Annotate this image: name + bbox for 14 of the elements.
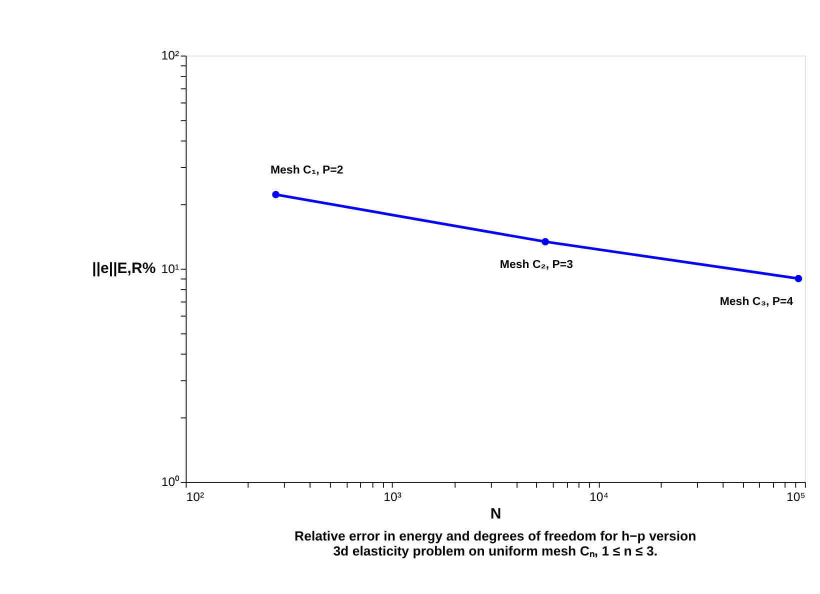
annotation: Mesh C₂, P=3 <box>500 259 573 272</box>
y-tick-label: 10¹ <box>161 262 180 276</box>
x-tick-label: 10³ <box>384 490 402 504</box>
annotation: Mesh C₃, P=4 <box>720 296 794 308</box>
y-tick-label: 10⁰ <box>161 474 180 489</box>
y-axis-title: ||e||E,R% <box>92 260 156 278</box>
y-tick-label: 10² <box>161 48 180 63</box>
annotation: Mesh C₁, P=2 <box>270 164 344 176</box>
text: 3d elasticity problem on uniform mesh Cₙ, 1 ≤ n ≤ 3. <box>333 543 658 558</box>
x-tick-label: 10⁴ <box>589 490 609 504</box>
x-tick-label: 10⁵ <box>786 490 806 504</box>
x-axis-title: N <box>490 506 502 523</box>
text: Relative error in energy and degrees of freedom for h−p version <box>294 528 696 544</box>
x-tick-label: 10² <box>186 490 204 504</box>
